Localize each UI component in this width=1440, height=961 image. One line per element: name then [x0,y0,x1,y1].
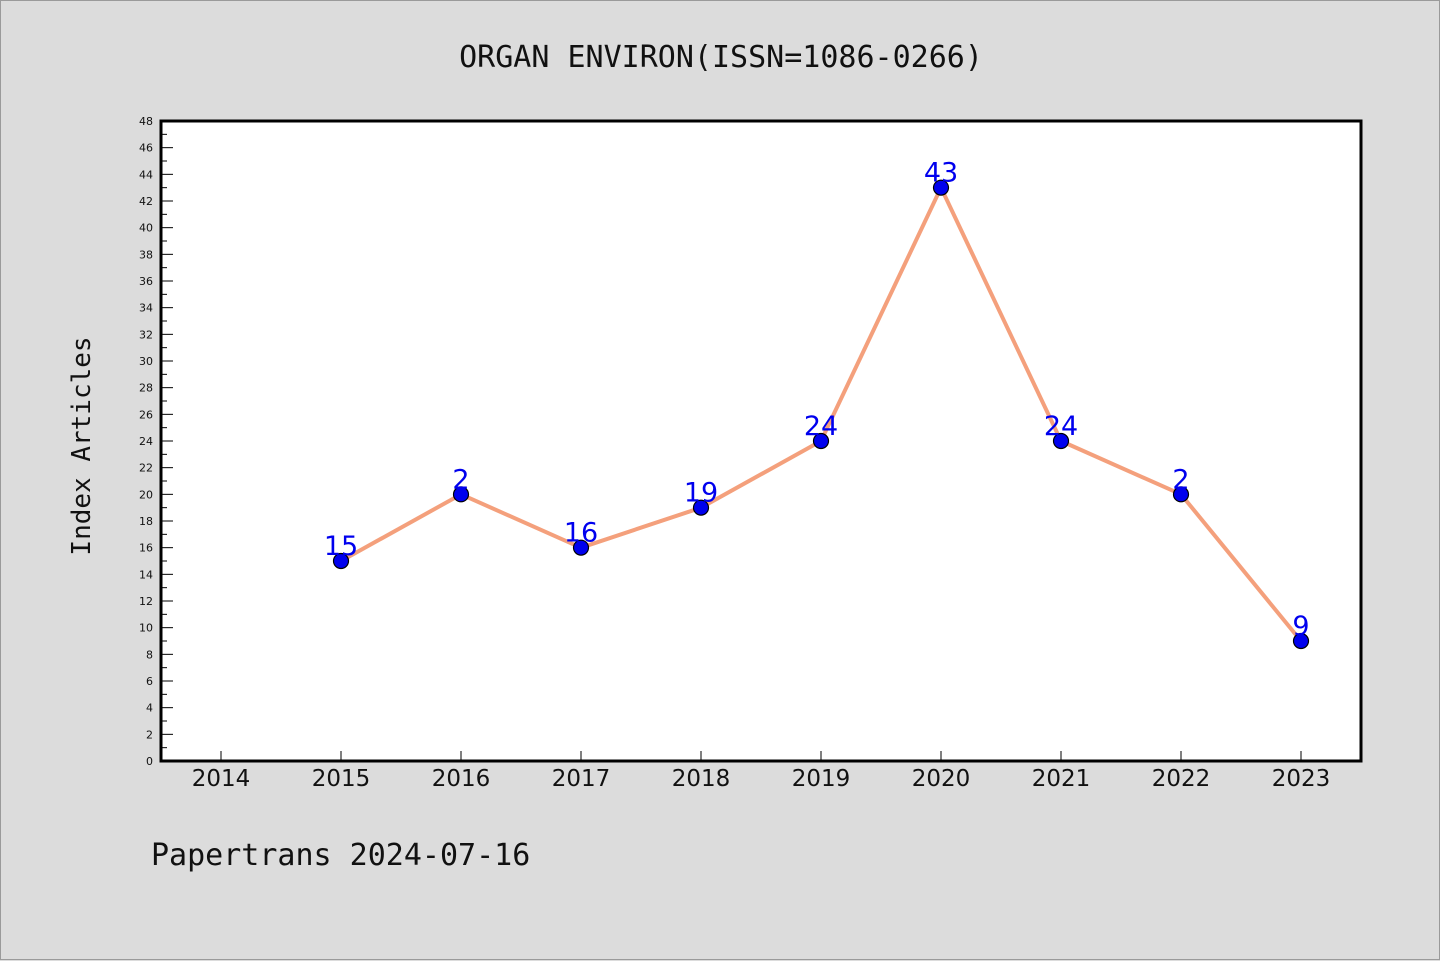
data-point [1172,486,1190,503]
data-point [1292,632,1310,650]
y-tick-label: 40 [139,222,153,235]
data-label: 43 [924,158,958,189]
y-tick-label: 0 [146,755,153,768]
y-tick-label: 14 [139,568,153,581]
y-tick-label: 34 [139,302,153,315]
y-tick-label: 38 [139,248,153,261]
x-tick-label: 2015 [312,766,371,792]
data-point [1052,432,1070,450]
y-tick-label: 28 [139,382,153,395]
data-point [452,486,470,503]
y-tick-label: 10 [139,622,153,635]
y-tick-label: 30 [139,355,153,368]
data-point [812,432,830,450]
y-tick-label: 8 [146,648,153,661]
data-point [932,179,950,196]
y-tick-label: 6 [146,675,153,688]
footer-text: Papertrans 2024-07-16 [151,838,530,873]
y-tick-label: 2 [146,728,153,741]
x-tick-label: 2020 [912,766,971,792]
data-point [692,499,710,516]
y-axis: 0246810121416182022242628303234363840424… [139,115,173,768]
x-axis: 2014 2015 2016 2017 2018 2019 2020 2021 2022 2023 [192,751,1331,792]
x-tick-label: 2021 [1032,766,1091,792]
data-label: 24 [1044,411,1078,442]
y-tick-label: 42 [139,195,153,208]
data-label: 2 [1172,464,1189,495]
y-axis-label: Index Articles [67,336,97,555]
y-tick-label: 16 [139,542,153,555]
data-label: 19 [684,478,718,509]
y-tick-label: 20 [139,488,153,501]
data-labels: 15 2 16 19 24 43 24 2 9 [324,158,1310,642]
x-tick-label: 2019 [792,766,851,792]
x-tick-label: 2016 [432,766,491,792]
data-label: 9 [1292,611,1309,642]
x-tick-label: 2017 [552,766,611,792]
y-tick-label: 36 [139,275,153,288]
x-tick-label: 2022 [1152,766,1211,792]
data-label: 2 [452,464,469,495]
y-tick-label: 46 [139,142,153,155]
data-label: 24 [804,411,838,442]
data-markers [332,179,1310,650]
y-tick-label: 18 [139,515,153,528]
data-label: 16 [564,518,598,549]
y-tick-label: 26 [139,408,153,421]
x-tick-label: 2023 [1272,766,1331,792]
chart-title: ORGAN ENVIRON(ISSN=1086-0266) [459,40,983,75]
y-tick-label: 4 [146,702,153,715]
data-point [572,539,590,556]
x-tick-label: 2014 [192,766,251,792]
x-tick-label: 2018 [672,766,731,792]
y-tick-label: 22 [139,462,153,475]
y-tick-label: 48 [139,115,153,128]
y-tick-label: 24 [139,435,153,448]
y-tick-label: 44 [139,168,153,181]
data-point [332,552,350,570]
plot-area [159,119,1363,763]
y-tick-label: 12 [139,595,153,608]
y-tick-label: 32 [139,328,153,341]
data-label: 15 [324,531,358,562]
